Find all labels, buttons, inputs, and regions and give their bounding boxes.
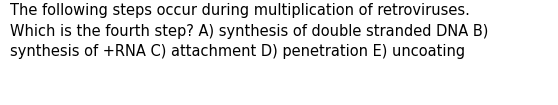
Text: The following steps occur during multiplication of retroviruses.
Which is the fo: The following steps occur during multipl… [10, 3, 488, 59]
